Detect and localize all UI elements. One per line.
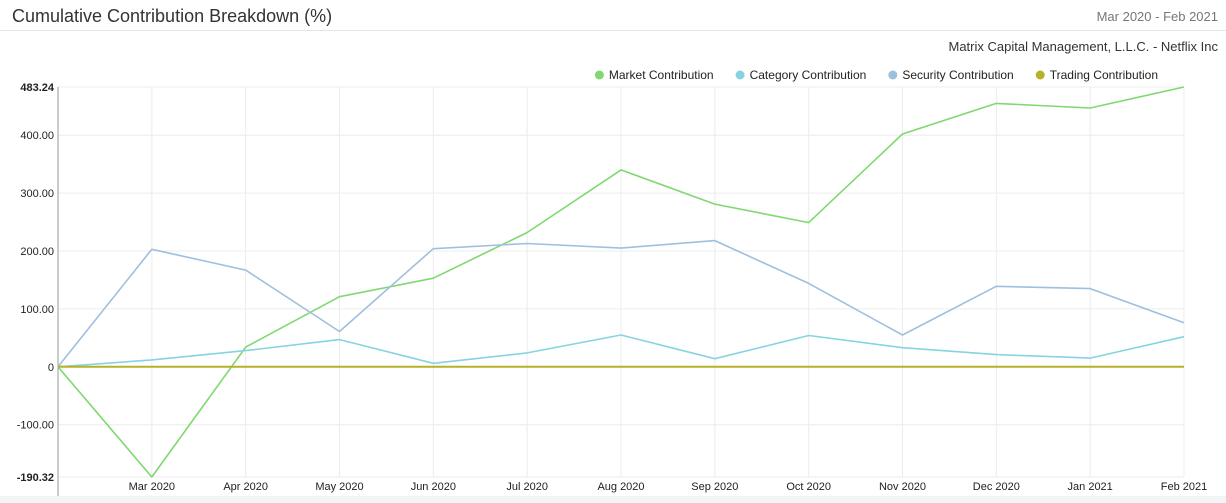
legend-item-trading-contribution[interactable]: Trading Contribution [1035, 68, 1158, 82]
grid-layer [58, 86, 1185, 478]
x-tick-label: Aug 2020 [597, 481, 644, 493]
y-tick-label: 483.24 [20, 82, 55, 94]
chart-header: Cumulative Contribution Breakdown (%) Ma… [0, 0, 1226, 31]
legend-swatch [735, 70, 745, 80]
legend-item-market-contribution[interactable]: Market Contribution [594, 68, 714, 82]
x-tick-label: Nov 2020 [879, 481, 926, 493]
x-tick-label: Feb 2021 [1161, 481, 1207, 493]
y-tick-label: 300.00 [20, 188, 54, 200]
x-tick-label: Jun 2020 [411, 481, 456, 493]
x-tick-label: Oct 2020 [786, 481, 831, 493]
y-tick-label: -100.00 [17, 420, 54, 432]
x-tick-label: Jan 2021 [1068, 481, 1113, 493]
series-line-market-contribution[interactable] [57, 86, 1185, 478]
legend-label: Security Contribution [902, 68, 1013, 82]
x-tick-label: Jul 2020 [506, 481, 548, 493]
legend-swatch [888, 70, 898, 80]
x-tick-label: Apr 2020 [223, 481, 268, 493]
x-tick-label: Sep 2020 [691, 481, 738, 493]
x-tick-label: May 2020 [315, 481, 363, 493]
series-line-category-contribution[interactable] [57, 334, 1185, 368]
legend-layer: Market Contribution Category Contribution… [594, 68, 1158, 82]
legend-label: Category Contribution [750, 68, 867, 82]
date-range: Mar 2020 - Feb 2021 [1096, 9, 1218, 24]
x-tick-label: Mar 2020 [129, 481, 175, 493]
x-tick-label: Dec 2020 [973, 481, 1020, 493]
y-tick-label: 400.00 [20, 130, 54, 142]
y-tick-label: -190.32 [17, 472, 54, 484]
legend-item-security-contribution[interactable]: Security Contribution [888, 68, 1014, 82]
chart-subtitle: Matrix Capital Management, L.L.C. - Netf… [948, 39, 1219, 54]
legend-label: Trading Contribution [1050, 68, 1158, 82]
series-layer [57, 86, 1185, 478]
y-tick-label: 200.00 [20, 246, 54, 258]
y-tick-label: 100.00 [20, 304, 54, 316]
legend-item-category-contribution[interactable]: Category Contribution [735, 68, 867, 82]
legend-swatch [594, 70, 604, 80]
axis-layer: 483.24 400.00 300.00 200.00 100.00 0 -100.00 -1… [17, 82, 1207, 503]
legend-swatch [1035, 70, 1045, 80]
bottom-strip [0, 496, 1226, 503]
legend-label: Market Contribution [609, 68, 714, 82]
y-tick-label: 0 [48, 362, 54, 374]
chart-title: Cumulative Contribution Breakdown (%) [12, 6, 333, 26]
series-line-security-contribution[interactable] [57, 239, 1185, 368]
